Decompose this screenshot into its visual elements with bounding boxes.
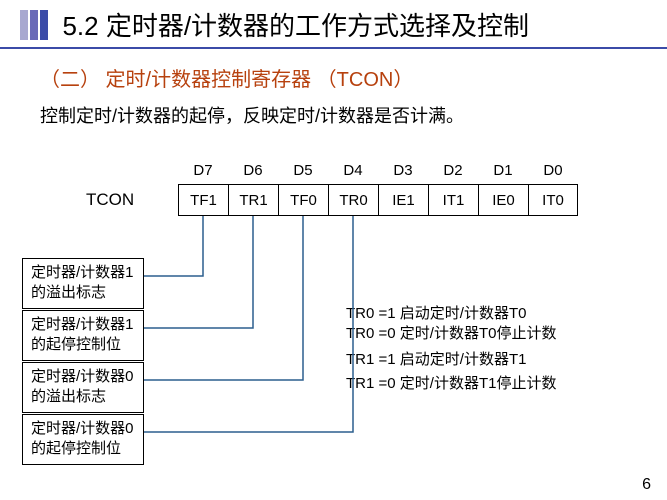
bit-header: D6 <box>228 162 278 179</box>
title-bar: 5.2 定时器/计数器的工作方式选择及控制 <box>0 0 667 49</box>
bit-header: D7 <box>178 162 228 179</box>
bit-cell: IT1 <box>428 184 478 216</box>
title-accent-icon <box>20 10 48 40</box>
explain-line: TR0 =0 定时/计数器T0停止计数 <box>346 322 556 343</box>
definition-box: 定时器/计数器1的溢出标志 <box>22 258 144 309</box>
bit-header: D5 <box>278 162 328 179</box>
bit-header: D0 <box>528 162 578 179</box>
definition-box: 定时器/计数器0的起停控制位 <box>22 414 144 465</box>
bit-header: D1 <box>478 162 528 179</box>
description: 控制定时/计数器的起停，反映定时/计数器是否计满。 <box>40 102 667 128</box>
page-title: 5.2 定时器/计数器的工作方式选择及控制 <box>62 11 529 41</box>
explain-line: TR1 =0 定时/计数器T1停止计数 <box>346 372 556 393</box>
bit-header-row: D7D6D5D4D3D2D1D0 <box>178 162 578 179</box>
bit-cell: TR1 <box>228 184 278 216</box>
bit-cell: IE1 <box>378 184 428 216</box>
definition-box: 定时器/计数器0的溢出标志 <box>22 362 144 413</box>
bit-header: D2 <box>428 162 478 179</box>
bit-cell-row: TF1TR1TF0TR0IE1IT1IE0IT0 <box>178 184 578 216</box>
bit-header: D4 <box>328 162 378 179</box>
bit-header: D3 <box>378 162 428 179</box>
bit-cell: TR0 <box>328 184 378 216</box>
bit-cell: TF1 <box>178 184 228 216</box>
bit-cell: IE0 <box>478 184 528 216</box>
definition-box: 定时器/计数器1的起停控制位 <box>22 310 144 361</box>
explain-line: TR0 =1 启动定时/计数器T0 <box>346 302 526 323</box>
page-number: 6 <box>642 476 651 494</box>
bit-cell: TF0 <box>278 184 328 216</box>
register-label: TCON <box>86 190 134 210</box>
subheader: （二） 定时/计数器控制寄存器 （TCON） <box>40 63 667 92</box>
explain-line: TR1 =1 启动定时/计数器T1 <box>346 348 526 369</box>
bit-cell: IT0 <box>528 184 578 216</box>
